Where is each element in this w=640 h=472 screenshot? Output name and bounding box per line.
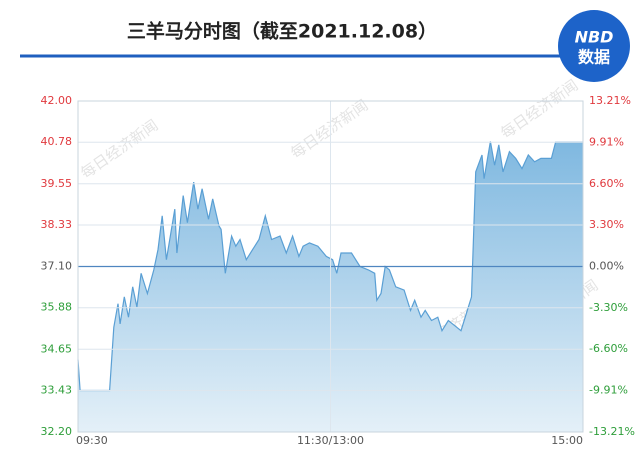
y-tick-label: 38.33 [41,218,73,231]
y2-tick-label: 13.21% [589,94,631,107]
logo-text: 数据 [578,48,610,67]
y-tick-label: 33.43 [41,383,73,396]
logo-text: NBD [575,28,614,47]
y2-tick-label: 9.91% [589,135,624,148]
chart-title: 三羊马分时图（截至2021.12.08） [127,20,437,43]
y2-tick-label: -9.91% [589,384,628,397]
y-tick-label: 32.20 [41,425,73,438]
y2-tick-label: -6.60% [589,342,628,355]
x-tick-label: 11:30/13:00 [297,434,364,447]
watermark: 每日经济新闻 [497,76,581,142]
y-tick-label: 39.55 [41,177,73,190]
watermark: 每日经济新闻 [77,116,161,182]
y2-tick-label: 0.00% [589,260,624,273]
y2-tick-label: -3.30% [589,301,628,314]
y-tick-label: 40.78 [41,135,73,148]
x-tick-label: 15:00 [551,434,583,447]
y-tick-label: 35.88 [41,301,73,314]
y-tick-label: 34.65 [41,342,73,355]
x-tick-label: 09:30 [76,434,108,447]
y-tick-label: 42.00 [41,94,73,107]
price-line [77,141,583,392]
y-tick-label: 37.10 [41,260,73,273]
plot-frame [77,100,584,433]
logo [558,10,630,82]
y2-tick-label: 6.60% [589,177,624,190]
watermark: 每日经济新闻 [287,96,371,162]
y2-tick-label: 3.30% [589,218,624,231]
y2-tick-label: -13.21% [589,425,635,438]
